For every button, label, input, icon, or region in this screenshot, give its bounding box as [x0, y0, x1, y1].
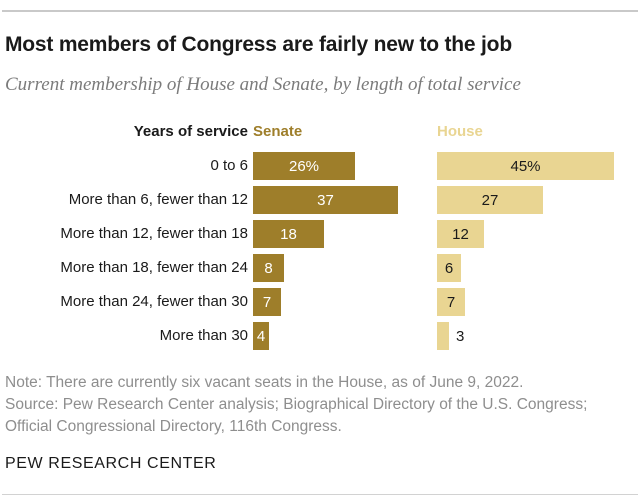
bar-value-label: 4 — [256, 327, 266, 345]
house-bar: 45% — [437, 152, 614, 180]
page-title: Most members of Congress are fairly new … — [5, 33, 512, 56]
bar-chart: Years of service Senate House 0 to 6 26% 4… — [5, 123, 635, 350]
pew-research-center-wordmark: PEW RESEARCH CENTER — [5, 455, 217, 472]
bar-value-label: 12 — [452, 225, 469, 243]
house-bar — [437, 322, 449, 350]
senate-bar: 8 — [253, 254, 284, 282]
bar-value-label: 6 — [444, 259, 454, 277]
house-bar: 6 — [437, 254, 461, 282]
senate-bar: 7 — [253, 288, 281, 316]
chart-rows: 0 to 6 26% 45% More than 6, fewer than 12 37… — [5, 152, 635, 350]
row-label: More than 18, fewer than 24 — [60, 259, 248, 276]
senate-column-header: Senate — [253, 123, 303, 140]
bar-value-label: 27 — [481, 191, 499, 209]
note-line: Note: There are currently six vacant sea… — [5, 374, 524, 391]
source-line: Source: Pew Research Center analysis; Bi… — [5, 396, 588, 413]
row-label: More than 12, fewer than 18 — [60, 225, 248, 242]
house-bar: 12 — [437, 220, 484, 248]
bar-value-label: 8 — [264, 259, 273, 277]
row-label: More than 30 — [159, 327, 248, 344]
bar-value-label: 7 — [262, 293, 272, 311]
house-bar: 7 — [437, 288, 465, 316]
row-label: More than 24, fewer than 30 — [60, 293, 248, 310]
house-bar: 27 — [437, 186, 543, 214]
senate-bar: 26% — [253, 152, 355, 180]
bar-value-label: 7 — [446, 293, 456, 311]
bar-value-label: 37 — [317, 191, 334, 209]
bottom-divider — [2, 494, 638, 495]
house-column-header: House — [437, 123, 483, 140]
page-subtitle: Current membership of House and Senate, … — [5, 74, 521, 95]
senate-bar: 4 — [253, 322, 269, 350]
senate-bar: 18 — [253, 220, 324, 248]
chart-row: More than 12, fewer than 18 18 12 — [5, 220, 635, 248]
years-of-service-header: Years of service — [133, 123, 248, 140]
chart-row: More than 30 4 3 — [5, 322, 635, 350]
row-label: More than 6, fewer than 12 — [68, 191, 248, 208]
chart-row: More than 18, fewer than 24 8 6 — [5, 254, 635, 282]
top-divider — [2, 10, 638, 12]
bar-value-label: 3 — [456, 327, 465, 345]
chart-row: 0 to 6 26% 45% — [5, 152, 635, 180]
senate-bar: 37 — [253, 186, 398, 214]
bar-value-label: 26% — [288, 157, 320, 175]
row-label: 0 to 6 — [210, 157, 248, 174]
chart-header-row: Years of service Senate House — [5, 123, 635, 141]
chart-notes: Note: There are currently six vacant sea… — [5, 372, 635, 438]
source-line-2: Official Congressional Directory, 116th … — [5, 418, 342, 435]
chart-row: More than 24, fewer than 30 7 7 — [5, 288, 635, 316]
chart-row: More than 6, fewer than 12 37 27 — [5, 186, 635, 214]
bar-value-label: 45% — [510, 157, 541, 175]
bar-value-label: 18 — [280, 225, 297, 243]
